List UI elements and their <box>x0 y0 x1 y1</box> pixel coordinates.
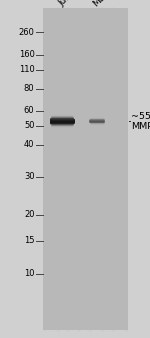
Text: 260: 260 <box>19 28 34 37</box>
Text: 80: 80 <box>24 84 34 93</box>
Text: 40: 40 <box>24 140 34 149</box>
Text: 30: 30 <box>24 172 34 181</box>
Text: 10: 10 <box>24 269 34 278</box>
Text: MMP16: MMP16 <box>131 122 150 131</box>
Text: 20: 20 <box>24 210 34 219</box>
Text: 50: 50 <box>24 121 34 130</box>
Text: 160: 160 <box>19 50 34 59</box>
Text: 60: 60 <box>24 106 34 115</box>
Text: 110: 110 <box>19 66 34 74</box>
Bar <box>43 8 128 330</box>
Text: MDA-MB-231: MDA-MB-231 <box>91 0 138 8</box>
Text: Jurkat: Jurkat <box>57 0 82 8</box>
Text: 15: 15 <box>24 236 34 245</box>
Text: ~55 kDa: ~55 kDa <box>131 112 150 121</box>
